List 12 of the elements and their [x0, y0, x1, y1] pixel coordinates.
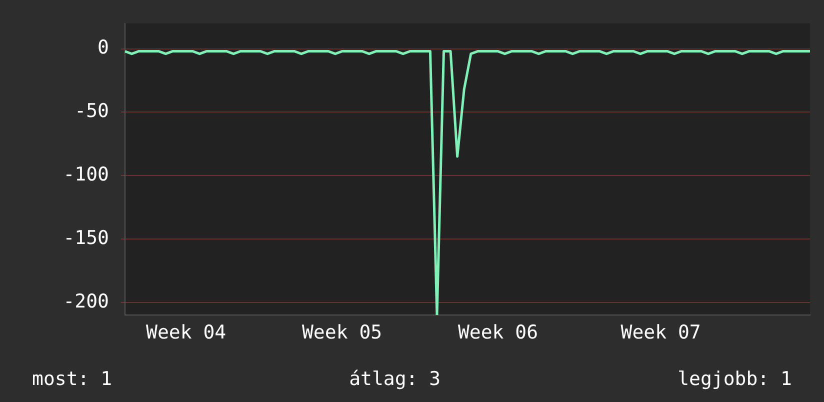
y-tick-label: -50	[74, 100, 109, 122]
x-tick-label: Week 06	[458, 321, 538, 344]
y-tick-label: -150	[63, 226, 109, 249]
text: átlag: 3	[349, 368, 441, 390]
x-tick-label: Week 05	[302, 321, 382, 344]
y-tick-label: 0	[98, 36, 109, 59]
x-tick-label: Week 04	[146, 321, 226, 344]
y-tick-label: -200	[63, 290, 109, 312]
text: most: 1	[32, 368, 112, 390]
text: legjobb: 1	[678, 368, 792, 390]
x-tick-label: Week 07	[620, 321, 701, 344]
y-tick-label: -100	[63, 163, 109, 186]
